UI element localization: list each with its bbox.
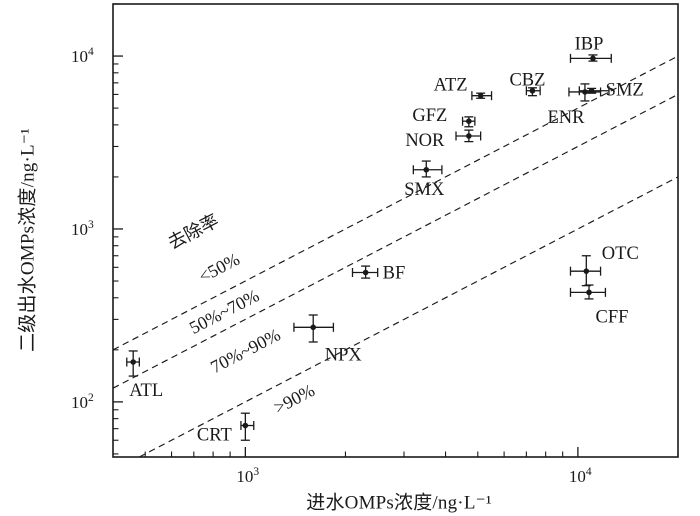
data-point-OTC	[583, 268, 590, 274]
x-tick-label: 103	[236, 466, 259, 486]
point-label-CBZ: CBZ	[509, 71, 545, 91]
point-label-ATZ: ATZ	[434, 76, 468, 96]
data-point-CBZ	[529, 87, 536, 94]
point-label-SMZ: SMZ	[606, 81, 644, 101]
point-label-ATL: ATL	[129, 381, 163, 401]
data-point-NPX	[310, 324, 317, 331]
x-tick-label: 104	[569, 466, 592, 486]
point-label-NPX: NPX	[325, 345, 363, 365]
point-label-GFZ: GFZ	[412, 106, 447, 126]
point-label-CRT: CRT	[197, 426, 232, 446]
removal-band-label-0: <50%	[195, 249, 243, 287]
removal-boundary-line-2	[139, 176, 679, 458]
data-point-CRT	[242, 422, 249, 429]
plot-border	[112, 3, 679, 458]
data-point-GFZ	[466, 118, 472, 124]
data-point-IBP	[590, 55, 596, 62]
point-label-NOR: NOR	[405, 131, 445, 151]
y-tick-label: 104	[71, 46, 94, 66]
removal-band-label-2: 70%~90%	[207, 324, 283, 377]
data-point-BF	[362, 269, 369, 276]
removal-boundary-line-0	[112, 55, 679, 351]
point-label-IBP: IBP	[575, 34, 604, 54]
data-point-ENR	[582, 89, 588, 95]
y-tick-label: 102	[71, 392, 94, 412]
data-point-SMZ	[588, 87, 595, 94]
point-label-SMX: SMX	[404, 180, 445, 200]
point-label-BF: BF	[383, 264, 406, 284]
data-point-ATZ	[477, 92, 484, 99]
point-label-OTC: OTC	[602, 244, 639, 264]
data-point-NOR	[466, 133, 472, 139]
point-label-ENR: ENR	[547, 108, 585, 128]
removal-boundary-line-1	[112, 93, 679, 389]
y-tick-label: 103	[71, 219, 94, 239]
removal-rate-heading: 去除率	[165, 210, 222, 253]
data-point-SMX	[423, 166, 430, 173]
data-point-CFF	[586, 289, 592, 296]
y-axis-title: 二级出水OMPs浓度/ng·L⁻¹	[17, 128, 39, 352]
point-label-CFF: CFF	[596, 307, 629, 327]
data-point-ATL	[130, 359, 136, 365]
x-axis-title: 进水OMPs浓度/ng·L⁻¹	[306, 492, 492, 514]
